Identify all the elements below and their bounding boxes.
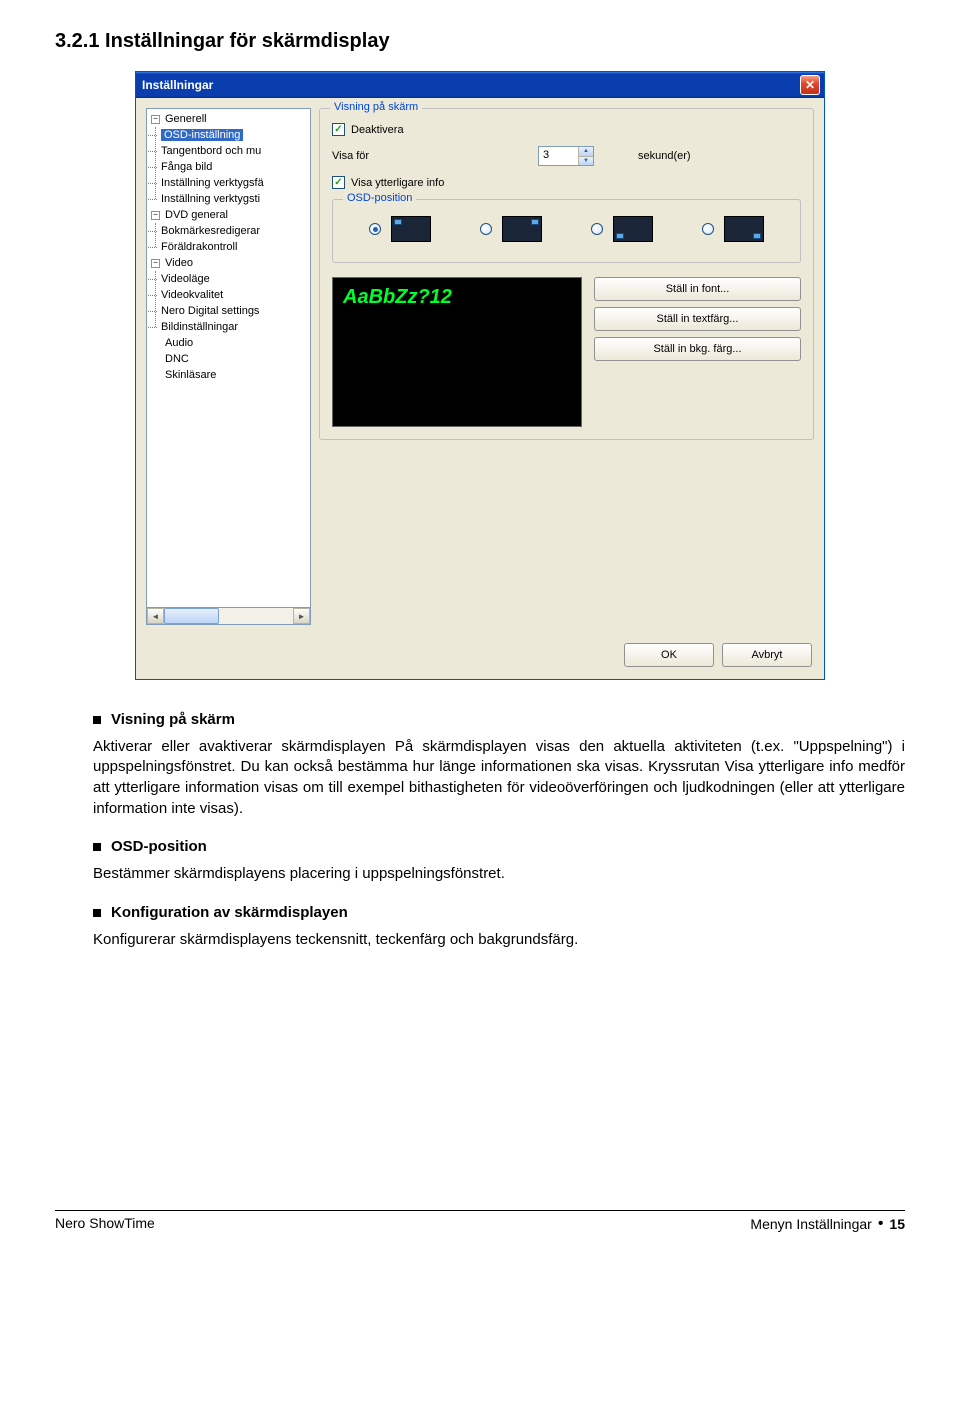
set-textcolor-button[interactable]: Ställ in textfärg... [594, 307, 801, 331]
tree-item[interactable]: Video [165, 255, 193, 271]
osd-legend: OSD-position [343, 192, 416, 204]
osd-option-br[interactable] [702, 216, 764, 242]
scroll-left-icon[interactable]: ◄ [147, 608, 164, 624]
tree-item[interactable]: Generell [165, 111, 207, 127]
bullet-icon [93, 909, 101, 917]
spinner-up-icon[interactable]: ▲ [578, 147, 593, 157]
osd-option-tr[interactable] [480, 216, 542, 242]
footer-page-number: 15 [889, 1216, 905, 1232]
duration-spinner[interactable]: 3 ▲▼ [538, 146, 594, 166]
bullet-text: Bestämmer skärmdisplayens placering i up… [93, 864, 905, 885]
dialog-title: Inställningar [142, 78, 213, 92]
scroll-thumb[interactable] [164, 608, 219, 624]
display-group: Visning på skärm Deaktivera Visa för 3 ▲… [319, 108, 814, 440]
footer-right-label: Menyn Inställningar [750, 1216, 871, 1232]
radio-icon[interactable] [591, 223, 603, 235]
bullet-icon [93, 843, 101, 851]
ok-button[interactable]: OK [624, 643, 714, 667]
footer-left: Nero ShowTime [55, 1215, 155, 1233]
tree-item[interactable]: Nero Digital settings [161, 305, 259, 317]
tree-item[interactable]: Audio [165, 335, 193, 351]
show-for-label: Visa för [332, 150, 532, 162]
screen-thumb-icon [391, 216, 431, 242]
osd-position-group: OSD-position [332, 199, 801, 263]
bullet-text: Konfigurerar skärmdisplayens teckensnitt… [93, 930, 905, 951]
bullet-heading: OSD-position [111, 837, 207, 858]
extra-info-label: Visa ytterligare info [351, 177, 444, 189]
tree-item[interactable]: Bokmärkesredigerar [161, 225, 260, 237]
group-legend: Visning på skärm [330, 101, 422, 113]
radio-icon[interactable] [369, 223, 381, 235]
tree-item[interactable]: Videokvalitet [161, 289, 223, 301]
bullet-heading: Visning på skärm [111, 710, 235, 731]
page-footer: Nero ShowTime Menyn Inställningar • 15 [55, 1210, 905, 1233]
radio-icon[interactable] [480, 223, 492, 235]
bullet-icon [93, 716, 101, 724]
tree-toggle-icon[interactable]: − [151, 211, 160, 220]
duration-unit: sekund(er) [638, 150, 691, 162]
close-icon[interactable]: ✕ [800, 75, 820, 95]
tree-item[interactable]: Skinläsare [165, 367, 216, 383]
tree-item-selected[interactable]: OSD-inställning [161, 129, 243, 141]
screen-thumb-icon [502, 216, 542, 242]
extra-info-checkbox[interactable] [332, 176, 345, 189]
section-heading: 3.2.1 Inställningar för skärmdisplay [55, 30, 905, 53]
settings-tree[interactable]: −Generell OSD-inställning Tangentbord oc… [146, 108, 311, 608]
deactivate-checkbox[interactable] [332, 123, 345, 136]
cancel-button[interactable]: Avbryt [722, 643, 812, 667]
settings-dialog: Inställningar ✕ −Generell OSD-inställnin… [135, 71, 825, 680]
screen-thumb-icon [613, 216, 653, 242]
tree-item[interactable]: Videoläge [161, 273, 210, 285]
set-font-button[interactable]: Ställ in font... [594, 277, 801, 301]
tree-toggle-icon[interactable]: − [151, 115, 160, 124]
tree-item[interactable]: Fånga bild [161, 161, 212, 173]
tree-item[interactable]: DVD general [165, 207, 228, 223]
spinner-down-icon[interactable]: ▼ [578, 157, 593, 166]
tree-item[interactable]: Inställning verktygsti [161, 193, 260, 205]
deactivate-label: Deaktivera [351, 124, 404, 136]
document-body: Visning på skärm Aktiverar eller avaktiv… [55, 710, 905, 950]
tree-scrollbar[interactable]: ◄ ► [146, 608, 311, 625]
duration-value: 3 [539, 147, 578, 165]
osd-option-tl[interactable] [369, 216, 431, 242]
radio-icon[interactable] [702, 223, 714, 235]
osd-option-bl[interactable] [591, 216, 653, 242]
tree-item[interactable]: Tangentbord och mu [161, 145, 261, 157]
tree-item[interactable]: Föräldrakontroll [161, 241, 237, 253]
scroll-right-icon[interactable]: ► [293, 608, 310, 624]
footer-bullet-icon: • [878, 1215, 884, 1233]
bullet-text: Aktiverar eller avaktiverar skärmdisplay… [93, 737, 905, 820]
set-bgcolor-button[interactable]: Ställ in bkg. färg... [594, 337, 801, 361]
tree-item[interactable]: DNC [165, 351, 189, 367]
tree-toggle-icon[interactable]: − [151, 259, 160, 268]
screen-thumb-icon [724, 216, 764, 242]
titlebar: Inställningar ✕ [136, 72, 824, 98]
bullet-heading: Konfiguration av skärmdisplayen [111, 903, 348, 924]
tree-item[interactable]: Bildinställningar [161, 321, 238, 333]
font-preview: AaBbZz?12 [332, 277, 582, 427]
tree-item[interactable]: Inställning verktygsfä [161, 177, 264, 189]
